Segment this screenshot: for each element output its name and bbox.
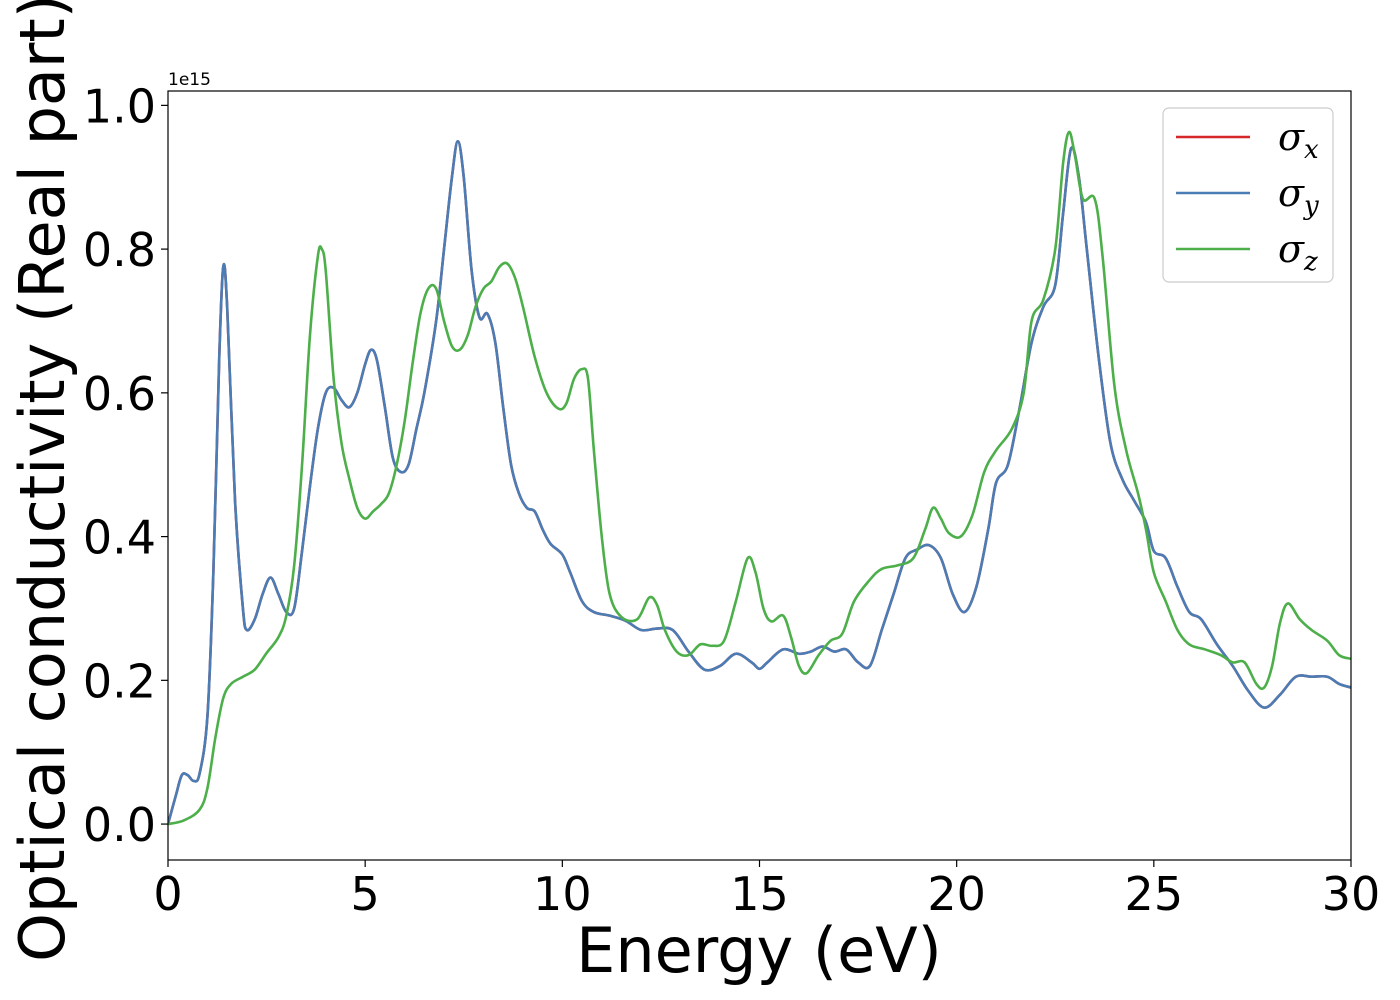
series-line-y — [168, 140, 1351, 825]
x-tick-label: 30 — [1322, 867, 1381, 921]
x-tick-label: 5 — [351, 867, 380, 921]
y-tick-label: 0.6 — [83, 367, 156, 421]
series-line-z — [168, 130, 1351, 826]
plot-lines — [168, 130, 1351, 826]
x-axis: 0 5 10 15 20 25 30 — [153, 860, 1380, 921]
x-tick-label: 20 — [927, 867, 986, 921]
y-axis-title: Optical conductivity (Real part) — [6, 0, 79, 962]
y-axis: 0.0 0.2 0.4 0.6 0.8 1.0 — [83, 79, 168, 852]
x-tick-label: 25 — [1125, 867, 1184, 921]
x-tick-label: 0 — [153, 867, 182, 921]
y-tick-label: 0.8 — [83, 223, 156, 277]
x-tick-label: 15 — [730, 867, 789, 921]
x-tick-label: 10 — [533, 867, 592, 921]
x-axis-title: Energy (eV) — [576, 914, 942, 987]
y-tick-label: 1.0 — [83, 79, 156, 133]
y-tick-label: 0.0 — [83, 798, 156, 852]
y-tick-label: 0.4 — [83, 511, 156, 565]
y-tick-label: 0.2 — [83, 654, 156, 708]
legend-box — [1162, 107, 1334, 283]
y-offset-label: 1e15 — [168, 70, 211, 90]
